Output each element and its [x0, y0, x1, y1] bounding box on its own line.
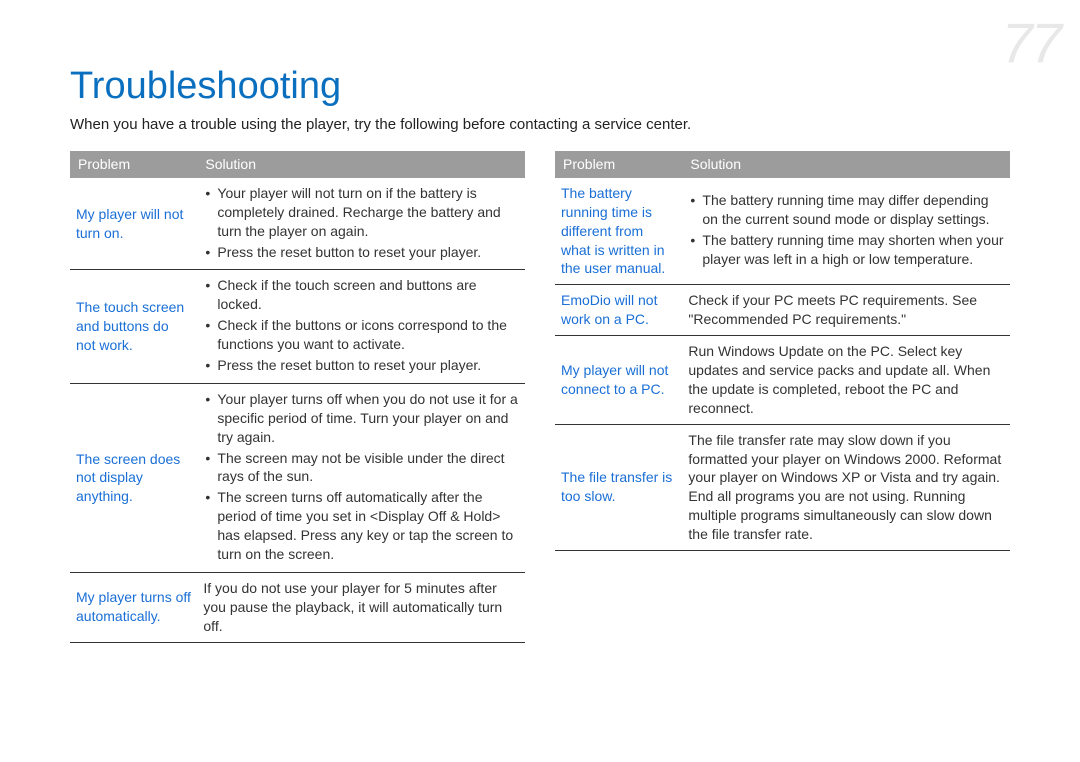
- solution-item: Check if the touch screen and buttons ar…: [203, 276, 519, 314]
- col-header-solution: Solution: [682, 151, 1010, 178]
- problem-cell: The battery running time is different fr…: [555, 178, 682, 285]
- solution-cell: Check if the touch screen and buttons ar…: [197, 270, 525, 383]
- troubleshoot-table-right: Problem Solution The battery running tim…: [555, 151, 1010, 551]
- problem-cell: The touch screen and buttons do not work…: [70, 270, 197, 383]
- solution-item: The screen may not be visible under the …: [203, 449, 519, 487]
- problem-cell: The screen does not display anything.: [70, 383, 197, 572]
- right-column: Problem Solution The battery running tim…: [555, 151, 1010, 643]
- solution-cell: Run Windows Update on the PC. Select key…: [682, 336, 1010, 425]
- problem-cell: My player turns off automatically.: [70, 572, 197, 642]
- table-row: My player will not turn on. Your player …: [70, 178, 525, 270]
- table-row: My player will not connect to a PC. Run …: [555, 336, 1010, 425]
- problem-cell: EmoDio will not work on a PC.: [555, 285, 682, 336]
- solution-cell: The file transfer rate may slow down if …: [682, 424, 1010, 550]
- intro-text: When you have a trouble using the player…: [70, 116, 1010, 133]
- problem-cell: My player will not connect to a PC.: [555, 336, 682, 425]
- table-row: The screen does not display anything. Yo…: [70, 383, 525, 572]
- col-header-problem: Problem: [70, 151, 197, 178]
- problem-cell: The file transfer is too slow.: [555, 424, 682, 550]
- solution-cell: The battery running time may differ depe…: [682, 178, 1010, 285]
- page-content: Troubleshooting When you have a trouble …: [0, 0, 1080, 673]
- left-column: Problem Solution My player will not turn…: [70, 151, 525, 643]
- solution-item: Your player turns off when you do not us…: [203, 390, 519, 447]
- problem-cell: My player will not turn on.: [70, 178, 197, 270]
- solution-cell: If you do not use your player for 5 minu…: [197, 572, 525, 642]
- solution-item: The battery running time may shorten whe…: [688, 231, 1004, 269]
- solution-cell: Your player will not turn on if the batt…: [197, 178, 525, 270]
- solution-item: Press the reset button to reset your pla…: [203, 243, 519, 262]
- solution-item: The screen turns off automatically after…: [203, 488, 519, 564]
- solution-item: The battery running time may differ depe…: [688, 191, 1004, 229]
- table-row: The file transfer is too slow. The file …: [555, 424, 1010, 550]
- solution-item: Check if the buttons or icons correspond…: [203, 316, 519, 354]
- table-row: My player turns off automatically. If yo…: [70, 572, 525, 642]
- solution-item: Your player will not turn on if the batt…: [203, 184, 519, 241]
- table-row: The touch screen and buttons do not work…: [70, 270, 525, 383]
- solution-item: Check if your PC meets PC requirements. …: [688, 291, 1004, 329]
- solution-cell: Check if your PC meets PC requirements. …: [682, 285, 1010, 336]
- tables-wrapper: Problem Solution My player will not turn…: [70, 151, 1010, 643]
- table-row: EmoDio will not work on a PC. Check if y…: [555, 285, 1010, 336]
- page-title: Troubleshooting: [70, 65, 1010, 108]
- solution-item: The file transfer rate may slow down if …: [688, 431, 1004, 544]
- solution-item: Press the reset button to reset your pla…: [203, 356, 519, 375]
- troubleshoot-table-left: Problem Solution My player will not turn…: [70, 151, 525, 643]
- page-number: 77: [1002, 10, 1060, 75]
- table-row: The battery running time is different fr…: [555, 178, 1010, 285]
- solution-item: Run Windows Update on the PC. Select key…: [688, 342, 1004, 418]
- solution-cell: Your player turns off when you do not us…: [197, 383, 525, 572]
- col-header-problem: Problem: [555, 151, 682, 178]
- col-header-solution: Solution: [197, 151, 525, 178]
- solution-item: If you do not use your player for 5 minu…: [203, 579, 519, 636]
